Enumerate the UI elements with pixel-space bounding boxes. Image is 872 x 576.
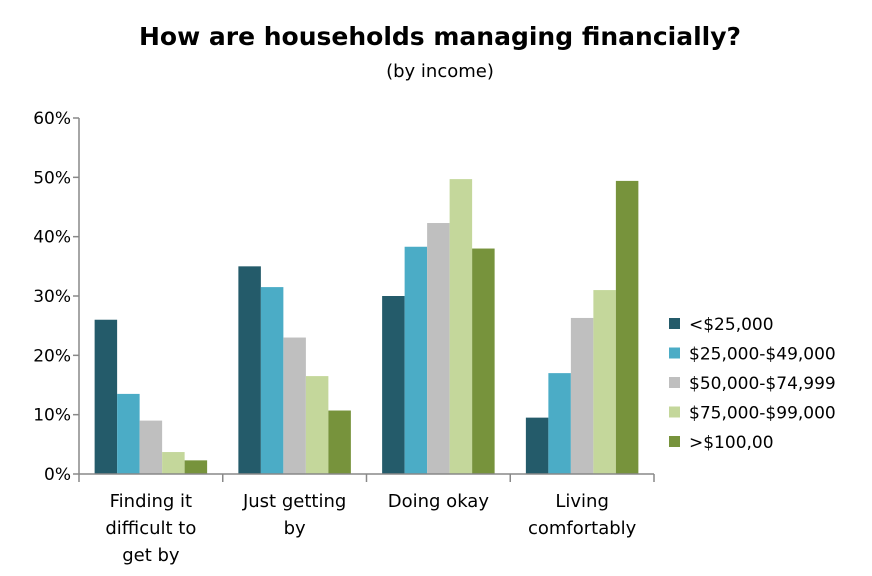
y-tick-label: 60% bbox=[33, 109, 71, 129]
bar bbox=[162, 452, 185, 474]
category-label: Finding it bbox=[110, 491, 193, 512]
bar bbox=[449, 179, 473, 474]
y-axis-ticks: 0% 10% 20% 30% 40% 50% 60% bbox=[33, 109, 79, 485]
legend-label: <$25,000 bbox=[689, 315, 774, 335]
x-axis-ticks bbox=[78, 474, 655, 482]
bar bbox=[184, 460, 208, 474]
bar bbox=[94, 319, 118, 474]
y-tick-label: 20% bbox=[33, 346, 71, 366]
y-tick-label: 10% bbox=[33, 406, 71, 426]
bar bbox=[525, 417, 549, 474]
legend-swatch bbox=[669, 347, 680, 359]
bar bbox=[238, 266, 261, 474]
legend-label: $50,000-$74,999 bbox=[689, 374, 836, 394]
legend-label: $75,000-$99,000 bbox=[689, 404, 836, 424]
legend-swatch bbox=[669, 406, 680, 418]
bar bbox=[382, 296, 405, 474]
y-tick-label: 0% bbox=[44, 465, 71, 485]
category-label: difficult to bbox=[105, 518, 196, 539]
bar bbox=[570, 317, 594, 474]
bar bbox=[615, 180, 639, 475]
legend-swatch bbox=[669, 436, 680, 447]
chart-subtitle: (by income) bbox=[386, 61, 494, 82]
bar bbox=[593, 290, 616, 474]
y-tick-label: 40% bbox=[33, 228, 71, 248]
legend: <$25,000 $25,000-$49,000 $50,000-$74,999 $7… bbox=[669, 315, 836, 453]
bar bbox=[548, 373, 571, 474]
bar bbox=[404, 246, 428, 474]
bar bbox=[472, 248, 495, 474]
bar bbox=[427, 223, 450, 474]
y-tick-label: 50% bbox=[33, 168, 71, 188]
legend-label: $25,000-$49,000 bbox=[689, 345, 836, 365]
y-tick-label: 30% bbox=[33, 287, 71, 307]
legend-swatch bbox=[669, 318, 680, 329]
category-label: get by bbox=[122, 545, 180, 566]
bar bbox=[328, 410, 351, 474]
bars bbox=[94, 179, 639, 475]
category-label: by bbox=[284, 518, 306, 539]
category-label: Doing okay bbox=[388, 491, 490, 512]
category-label: comfortably bbox=[528, 518, 637, 539]
bar bbox=[305, 376, 329, 474]
legend-swatch bbox=[669, 377, 680, 388]
chart-title: How are households managing financially? bbox=[139, 22, 741, 51]
bar bbox=[117, 393, 140, 474]
category-labels: Finding it difficult to get by Just getting… bbox=[105, 491, 636, 566]
category-label: Just getting bbox=[242, 491, 346, 512]
bar bbox=[260, 287, 284, 474]
bar bbox=[139, 420, 163, 474]
bar bbox=[283, 337, 306, 474]
category-label: Living bbox=[555, 491, 609, 512]
legend-label: >$100,00 bbox=[689, 433, 774, 453]
